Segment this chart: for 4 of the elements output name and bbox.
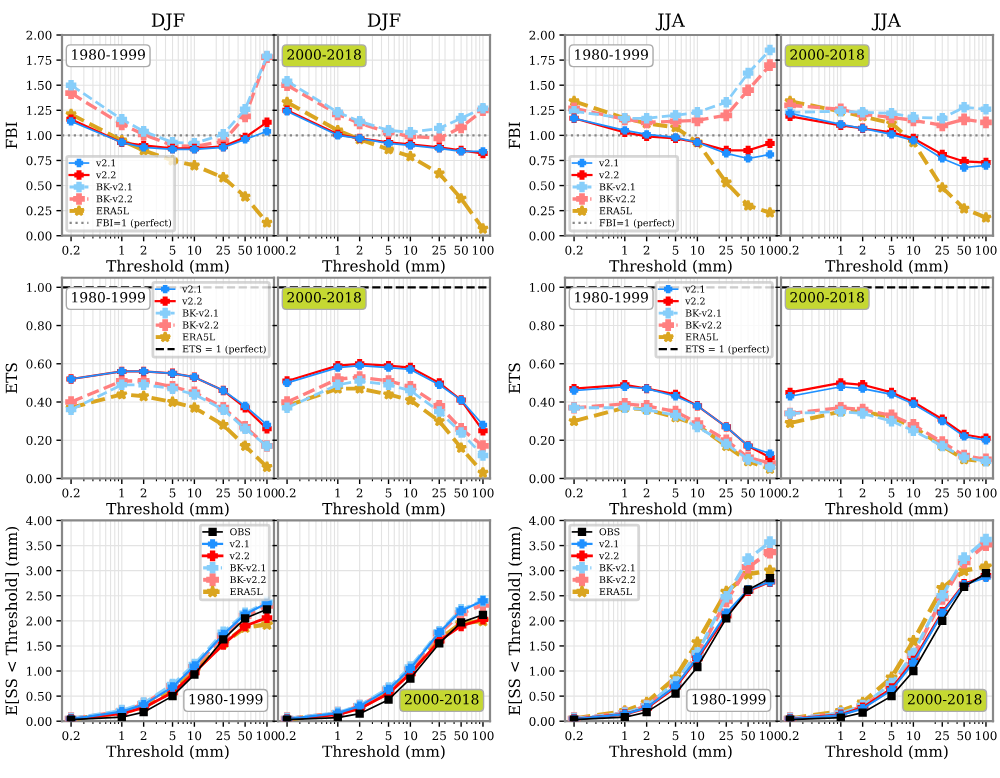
chart-title: DJF (151, 13, 185, 31)
chart-title: JJA (655, 13, 685, 31)
chart-title: JJA (871, 13, 901, 31)
chart-title: DJF (367, 13, 401, 31)
